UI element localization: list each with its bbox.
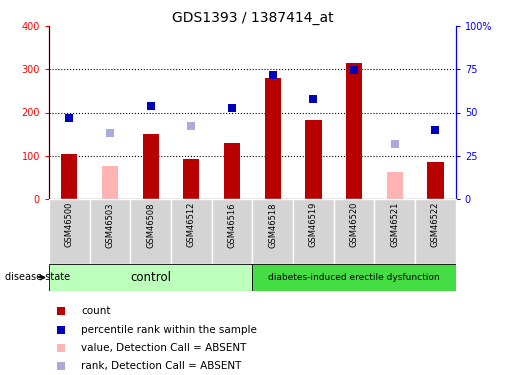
Bar: [102, 166, 118, 199]
Text: diabetes-induced erectile dysfunction: diabetes-induced erectile dysfunction: [268, 273, 440, 282]
Text: GSM46518: GSM46518: [268, 202, 277, 248]
Point: [65, 115, 73, 121]
Bar: [305, 120, 321, 199]
Title: GDS1393 / 1387414_at: GDS1393 / 1387414_at: [171, 11, 333, 25]
Bar: [346, 63, 362, 199]
Bar: [252, 264, 456, 291]
Text: GSM46520: GSM46520: [350, 202, 358, 248]
Text: count: count: [81, 306, 111, 316]
Text: GSM46503: GSM46503: [106, 202, 114, 248]
Text: GSM46519: GSM46519: [309, 202, 318, 248]
Point: [106, 130, 114, 136]
Bar: [143, 134, 159, 199]
Bar: [171, 199, 212, 264]
Point: [57, 327, 65, 333]
Bar: [90, 199, 130, 264]
Point: [431, 127, 439, 133]
Point: [350, 67, 358, 73]
Point: [57, 363, 65, 369]
Bar: [212, 199, 252, 264]
Bar: [374, 199, 415, 264]
Bar: [293, 199, 334, 264]
Point: [390, 141, 399, 147]
Text: GSM46500: GSM46500: [65, 202, 74, 248]
Text: GSM46512: GSM46512: [187, 202, 196, 248]
Bar: [334, 199, 374, 264]
Point: [57, 345, 65, 351]
Bar: [130, 199, 171, 264]
Text: GSM46521: GSM46521: [390, 202, 399, 248]
Text: control: control: [130, 271, 171, 284]
Bar: [49, 199, 90, 264]
Point: [146, 103, 154, 109]
Bar: [61, 154, 77, 199]
Text: GSM46508: GSM46508: [146, 202, 155, 248]
Text: disease state: disease state: [5, 273, 70, 282]
Bar: [49, 264, 252, 291]
Point: [187, 123, 195, 129]
Bar: [415, 199, 456, 264]
Text: percentile rank within the sample: percentile rank within the sample: [81, 325, 258, 334]
Point: [269, 72, 277, 78]
Bar: [252, 199, 293, 264]
Bar: [427, 162, 443, 199]
Bar: [387, 172, 403, 199]
Text: GSM46516: GSM46516: [228, 202, 236, 248]
Text: value, Detection Call = ABSENT: value, Detection Call = ABSENT: [81, 343, 247, 353]
Bar: [183, 159, 199, 199]
Bar: [224, 143, 240, 199]
Point: [309, 96, 317, 102]
Text: GSM46522: GSM46522: [431, 202, 440, 248]
Point: [57, 308, 65, 314]
Point: [228, 105, 236, 111]
Text: rank, Detection Call = ABSENT: rank, Detection Call = ABSENT: [81, 361, 242, 371]
Bar: [265, 78, 281, 199]
